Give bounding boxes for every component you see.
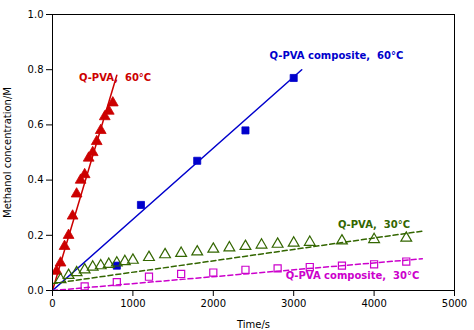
svg-text:Q-PVA, 60°C: Q-PVA, 60°C: [79, 72, 151, 83]
svg-text:Q-PVA, 30°C: Q-PVA, 30°C: [338, 219, 410, 230]
svg-text:Q-PVA composite, 30°C: Q-PVA composite, 30°C: [286, 270, 420, 281]
svg-text:0: 0: [49, 298, 55, 309]
svg-text:0.0: 0.0: [28, 285, 44, 296]
svg-text:5000: 5000: [442, 298, 467, 309]
svg-text:0.4: 0.4: [28, 174, 44, 185]
svg-text:Time/s: Time/s: [236, 319, 270, 330]
svg-text:1000: 1000: [120, 298, 145, 309]
svg-text:Methanol concentration/M: Methanol concentration/M: [2, 87, 13, 218]
svg-text:2000: 2000: [201, 298, 226, 309]
svg-text:4000: 4000: [361, 298, 386, 309]
svg-text:0.8: 0.8: [28, 64, 44, 75]
svg-text:0.6: 0.6: [28, 119, 44, 130]
svg-text:1.0: 1.0: [28, 9, 44, 20]
svg-text:3000: 3000: [281, 298, 306, 309]
svg-text:0.2: 0.2: [28, 230, 44, 241]
svg-text:Q-PVA composite, 60°C: Q-PVA composite, 60°C: [270, 50, 404, 61]
